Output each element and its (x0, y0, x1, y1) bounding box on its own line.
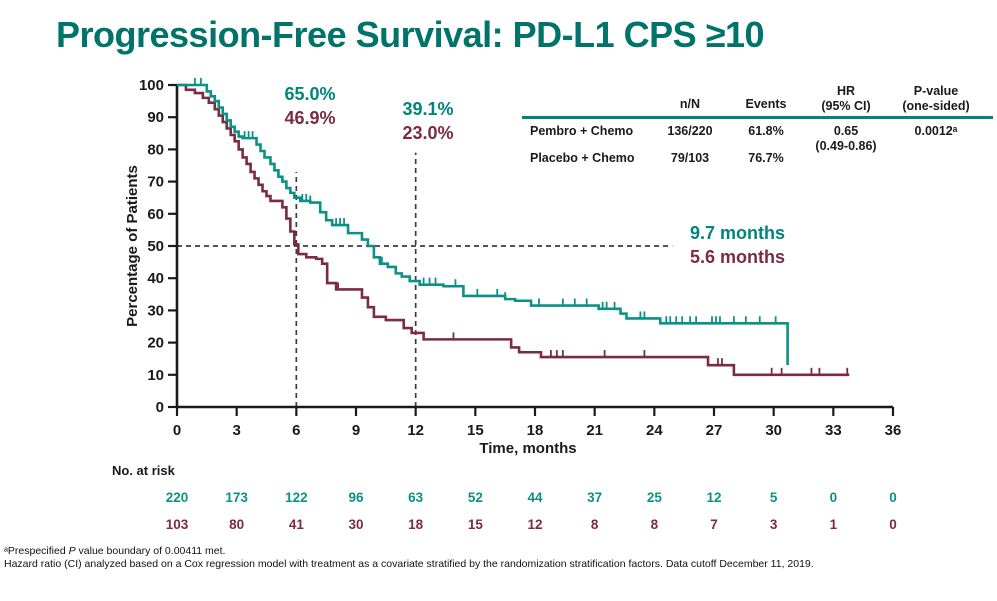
x-axis-title: Time, months (479, 440, 576, 457)
x-tick-label: 27 (706, 422, 723, 439)
at-risk-value-placebo-chemo: 8 (591, 517, 599, 532)
p-value: 0.0012ᵃ (914, 124, 958, 138)
at-risk-value-pembro-chemo: 173 (225, 490, 248, 505)
at-risk-value-placebo-chemo: 15 (468, 517, 484, 532)
at-risk-value-placebo-chemo: 3 (770, 517, 778, 532)
y-tick-label: 40 (147, 270, 164, 287)
x-tick-label: 21 (586, 422, 603, 439)
row-placebo-nN: 79/103 (670, 151, 710, 165)
landmark-6mo-pembro: 65.0% (284, 84, 336, 104)
at-risk-value-pembro-chemo: 63 (408, 490, 424, 505)
row-placebo-label: Placebo + Chemo (530, 151, 635, 165)
at-risk-value-placebo-chemo: 12 (527, 517, 542, 532)
x-tick-label: 33 (825, 422, 842, 439)
x-tick-label: 24 (646, 422, 663, 439)
y-tick-label: 60 (147, 206, 164, 223)
at-risk-value-placebo-chemo: 7 (710, 517, 718, 532)
x-tick-label: 0 (173, 422, 181, 439)
y-tick-label: 20 (147, 335, 164, 352)
row-pembro-nN: 136/220 (667, 124, 713, 138)
x-tick-label: 18 (527, 422, 544, 439)
median-pembro: 9.7 months (690, 223, 786, 243)
landmark-6mo-annotation: 65.0% 46.9% (260, 83, 360, 131)
footnote-1-prefix: ᵃPrespecified (4, 545, 69, 557)
at-risk-value-pembro-chemo: 122 (285, 490, 308, 505)
table-rule (522, 116, 993, 119)
landmark-6mo-placebo: 46.9% (284, 107, 336, 128)
at-risk-value-placebo-chemo: 1 (830, 517, 838, 532)
median-placebo: 5.6 months (690, 246, 786, 267)
x-tick-label: 36 (885, 422, 902, 439)
at-risk-label: No. at risk (112, 463, 175, 478)
at-risk-value-pembro-chemo: 12 (706, 490, 721, 505)
x-tick-label: 12 (407, 422, 424, 439)
at-risk-value-placebo-chemo: 103 (166, 517, 189, 532)
x-tick-label: 6 (292, 422, 300, 439)
y-tick-label: 50 (147, 238, 164, 255)
header-p-value: P-value (one-sided) (902, 84, 970, 113)
header-n-over-N: n/N (679, 97, 701, 111)
km-curve-placebo-chemo (177, 83, 850, 377)
header-events: Events (745, 97, 787, 111)
row-pembro-label: Pembro + Chemo (530, 124, 634, 138)
at-risk-value-pembro-chemo: 5 (770, 490, 778, 505)
at-risk-value-pembro-chemo: 0 (889, 490, 897, 505)
row-pembro-events: 61.8% (748, 124, 784, 138)
y-tick-label: 90 (147, 109, 164, 126)
at-risk-value-placebo-chemo: 8 (651, 517, 659, 532)
landmark-12mo-pembro: 39.1% (402, 99, 454, 119)
y-axis-title: Percentage of Patients (124, 165, 141, 327)
footnote-1-suffix: value boundary of 0.00411 met. (75, 545, 226, 557)
at-risk-value-pembro-chemo: 25 (647, 490, 663, 505)
at-risk-value-pembro-chemo: 52 (468, 490, 483, 505)
page-title: Progression-Free Survival: PD-L1 CPS ≥10 (56, 14, 765, 55)
at-risk-value-pembro-chemo: 220 (166, 490, 189, 505)
at-risk-value-placebo-chemo: 30 (348, 517, 363, 532)
at-risk-value-placebo-chemo: 18 (408, 517, 424, 532)
y-tick-label: 0 (156, 399, 164, 416)
median-annotation: 9.7 months 5.6 months (690, 222, 785, 270)
y-tick-label: 10 (147, 367, 164, 384)
y-tick-label: 80 (147, 141, 164, 158)
at-risk-value-pembro-chemo: 37 (587, 490, 602, 505)
at-risk-value-placebo-chemo: 80 (229, 517, 244, 532)
hr-value: 0.65 (0.49-0.86) (815, 124, 877, 153)
header-hr: HR (95% CI) (821, 84, 871, 113)
at-risk-value-pembro-chemo: 96 (348, 490, 364, 505)
x-tick-label: 30 (765, 422, 782, 439)
at-risk-value-placebo-chemo: 41 (289, 517, 305, 532)
y-tick-label: 100 (139, 77, 164, 94)
footnote-1-italic-p: P (68, 545, 76, 557)
at-risk-value-placebo-chemo: 0 (889, 517, 897, 532)
x-tick-label: 15 (467, 422, 484, 439)
row-placebo-events: 76.7% (748, 151, 784, 165)
y-tick-label: 70 (147, 174, 164, 191)
landmark-12mo-annotation: 39.1% 23.0% (378, 98, 478, 146)
at-risk-value-pembro-chemo: 0 (830, 490, 838, 505)
footnote-2: Hazard ratio (CI) analyzed based on a Co… (4, 558, 814, 570)
x-tick-label: 9 (352, 422, 360, 439)
at-risk-value-pembro-chemo: 44 (527, 490, 543, 505)
landmark-12mo-placebo: 23.0% (402, 122, 454, 143)
footnote-1: ᵃPrespecified P value boundary of 0.0041… (4, 545, 225, 558)
y-tick-label: 30 (147, 302, 164, 319)
x-tick-label: 3 (232, 422, 240, 439)
